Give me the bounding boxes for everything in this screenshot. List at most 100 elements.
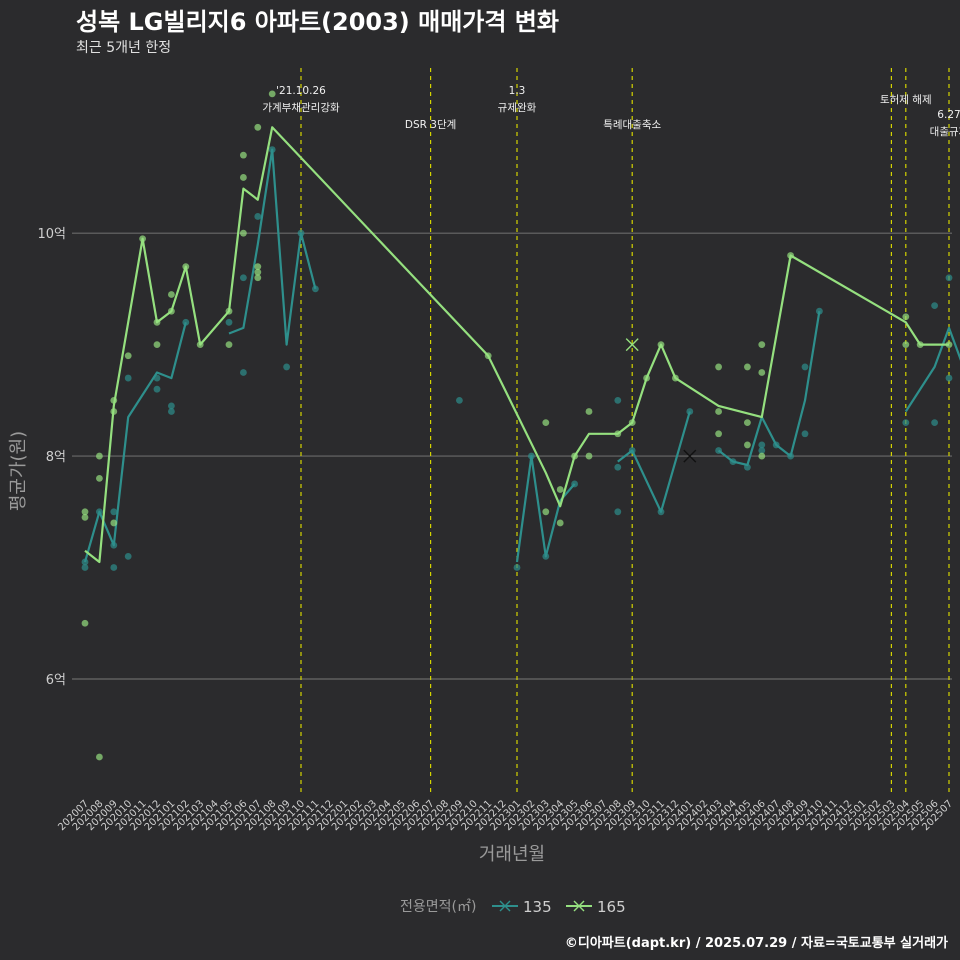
data-point-165: [110, 408, 118, 415]
data-point-135: [240, 369, 247, 376]
event-label: DSR 3단계: [405, 119, 456, 131]
legend-key-cross: [499, 900, 511, 912]
data-point-165: [916, 341, 924, 349]
data-point-165: [542, 508, 550, 516]
data-point-165: [902, 341, 910, 349]
data-point-135: [225, 318, 233, 326]
data-point-135: [153, 374, 161, 382]
data-point-165: [628, 419, 636, 427]
legend-key-135: [492, 900, 518, 912]
data-point-135: [81, 558, 89, 566]
series-line-165: [84, 126, 949, 564]
chart-subtitle: 최근 5개년 한정: [76, 40, 172, 56]
chart-title: 성복 LG빌리지6 아파트(2003) 매매가격 변화: [76, 8, 559, 36]
data-point-135: [787, 452, 794, 460]
data-point-165: [182, 263, 190, 271]
data-point-165: [614, 430, 622, 438]
data-point-135: [312, 285, 319, 293]
data-point-135: [528, 452, 535, 460]
data-point-165: [81, 619, 89, 627]
cross-stroke: [625, 338, 639, 352]
data-point-135: [456, 396, 463, 404]
data-point-135: [571, 480, 578, 488]
data-point-165: [672, 374, 679, 382]
data-point-165: [96, 474, 103, 482]
data-point-135: [81, 564, 89, 571]
data-point-135: [168, 408, 175, 415]
data-point-135: [931, 302, 938, 310]
data-point-135: [816, 307, 823, 315]
cross-marker-135: [683, 449, 697, 463]
series-line-135: [717, 311, 821, 467]
legend-label-165: 165: [597, 898, 626, 916]
y-tick-label: 6억: [46, 673, 66, 688]
data-point-165: [268, 90, 276, 98]
data-point-135: [931, 419, 938, 427]
data-point-135: [542, 552, 550, 560]
data-point-165: [484, 352, 492, 360]
data-point-135: [182, 318, 190, 326]
data-point-165: [787, 252, 794, 259]
series-line-135: [617, 411, 691, 513]
y-ticks: 6억 8억 10억: [37, 227, 66, 688]
event-label: 6.27: [937, 109, 960, 121]
data-point-135: [513, 564, 521, 571]
legend-key-165: [566, 900, 592, 912]
data-point-135: [110, 508, 118, 516]
event-label: 가계부채관리강화: [262, 102, 340, 114]
legend-key-cross: [573, 900, 585, 912]
legend-label-135: 135: [523, 898, 552, 916]
data-point-165: [110, 396, 118, 404]
event-label: 토허제 해제: [880, 93, 932, 106]
data-point-165: [571, 452, 578, 460]
data-point-165: [153, 341, 161, 349]
data-point-135: [254, 213, 262, 220]
data-point-135: [110, 564, 118, 571]
data-point-135: [758, 441, 766, 449]
data-point-135: [168, 402, 175, 410]
y-axis-title: 평균가(원): [8, 431, 29, 511]
data-point-165: [225, 341, 233, 349]
data-point-135: [801, 363, 809, 371]
data-point-135: [268, 146, 276, 153]
data-point-135: [945, 274, 953, 282]
series-lines: [83, 126, 960, 564]
data-point-165: [168, 291, 175, 298]
legend-title: 전용면적(㎡): [400, 899, 476, 915]
data-point-135: [124, 552, 132, 560]
data-point-165: [96, 452, 103, 460]
data-point-165: [240, 174, 247, 181]
data-point-165: [585, 408, 593, 415]
data-point-165: [744, 441, 751, 449]
data-point-135: [657, 508, 665, 516]
data-point-165: [715, 408, 722, 415]
data-point-165: [556, 519, 564, 527]
x-ticks: 2020072020082020092020102020112020122021…: [56, 798, 955, 833]
event-lines: [300, 68, 950, 796]
event-label: '21.10.26: [276, 85, 326, 97]
data-point-135: [283, 363, 290, 371]
data-point-135: [124, 374, 132, 382]
data-point-165: [758, 369, 766, 376]
data-point-135: [297, 229, 305, 237]
data-point-135: [715, 447, 722, 454]
data-point-165: [758, 341, 766, 349]
data-point-165: [758, 452, 766, 460]
y-tick-label: 10억: [37, 227, 66, 242]
data-point-135: [945, 374, 953, 382]
data-point-165: [254, 268, 262, 276]
data-point-135: [614, 508, 622, 516]
data-point-165: [902, 313, 910, 321]
data-point-135: [744, 463, 751, 471]
data-point-135: [772, 441, 780, 449]
data-point-135: [96, 508, 103, 516]
data-point-165: [945, 341, 953, 349]
event-label: 규제완화: [498, 101, 537, 114]
data-point-135: [686, 408, 694, 415]
y-tick-label: 8억: [46, 450, 66, 465]
cross-stroke: [683, 449, 697, 463]
data-point-135: [801, 430, 809, 438]
data-point-165: [225, 307, 233, 315]
